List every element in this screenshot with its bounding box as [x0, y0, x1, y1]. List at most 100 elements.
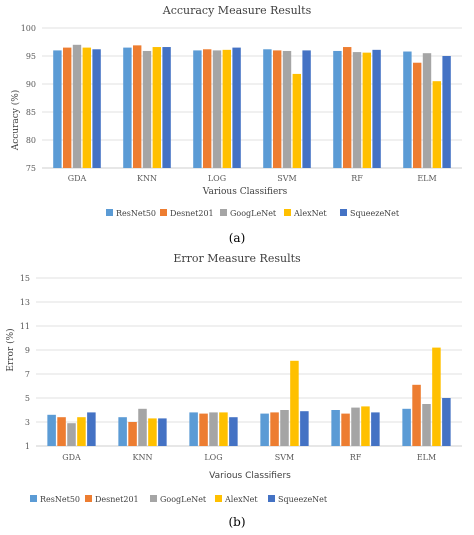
x-tick-label: ELM: [417, 174, 436, 183]
chart-a-yticks: 75 80 85 90 95 100: [21, 24, 36, 173]
bar-log-googlenet: [212, 50, 222, 168]
x-tick-label: SVM: [275, 453, 294, 462]
bar-knn-desnet201: [128, 422, 137, 446]
bar-rf-googlenet: [351, 407, 360, 446]
legend-swatch: [160, 209, 167, 216]
legend-label: Desnet201: [170, 209, 214, 218]
bar-gda-alexnet: [82, 47, 91, 168]
bar-knn-resnet50: [118, 417, 127, 446]
legend-label: GoogLeNet: [160, 495, 207, 504]
bar-log-alexnet: [219, 412, 228, 446]
y-tick-label: 85: [26, 108, 36, 117]
bar-gda-googlenet: [72, 44, 82, 168]
chart-b-grid: [36, 277, 462, 447]
legend-label: AlexNet: [293, 209, 327, 218]
accuracy-chart: Accuracy Measure Results Accuracy (%) Va…: [10, 4, 462, 245]
bar-gda-resnet50: [53, 50, 62, 168]
chart-a-xlabel: Various Classifiers: [202, 187, 288, 197]
bar-gda-resnet50: [47, 414, 56, 446]
x-tick-label: GDA: [62, 453, 81, 462]
bar-elm-alexnet: [432, 81, 441, 168]
bar-elm-squeezenet: [442, 56, 451, 168]
bar-svm-squeezenet: [302, 50, 311, 168]
x-tick-label: RF: [351, 174, 363, 183]
bar-log-alexnet: [222, 49, 231, 169]
y-tick-label: 13: [20, 298, 30, 307]
y-tick-label: 15: [20, 274, 30, 283]
bar-svm-resnet50: [263, 49, 272, 168]
legend-swatch: [85, 495, 92, 502]
chart-a-legend: ResNet50 Desnet201 GoogLeNet AlexNet Squeeze…: [106, 209, 400, 218]
legend-swatch: [150, 495, 157, 502]
chart-b-panel-label: (b): [228, 515, 245, 529]
bar-knn-googlenet: [138, 408, 147, 446]
bar-gda-desnet201: [63, 47, 72, 168]
x-tick-label: KNN: [133, 453, 153, 462]
chart-a-xticks: GDA KNN LOG SVM RF ELM: [68, 174, 437, 183]
y-tick-label: 11: [20, 322, 30, 331]
bar-knn-desnet201: [133, 45, 142, 168]
bar-elm-desnet201: [413, 62, 422, 168]
bar-elm-googlenet: [422, 53, 432, 169]
bar-log-squeezenet: [229, 417, 238, 446]
bar-rf-desnet201: [341, 413, 350, 446]
bar-svm-alexnet: [292, 73, 301, 168]
bar-knn-alexnet: [152, 47, 161, 168]
y-tick-label: 3: [25, 418, 30, 427]
bar-log-resnet50: [189, 412, 198, 446]
bar-log-desnet201: [203, 49, 212, 168]
bar-svm-squeezenet: [300, 411, 309, 446]
bar-elm-resnet50: [403, 51, 412, 168]
legend-swatch: [30, 495, 37, 502]
bar-gda-alexnet: [77, 417, 86, 446]
x-tick-label: RF: [350, 453, 362, 462]
y-tick-label: 9: [25, 346, 30, 355]
y-tick-label: 1: [25, 442, 30, 451]
y-tick-label: 95: [26, 52, 36, 61]
bar-svm-googlenet: [280, 410, 289, 446]
bar-rf-resnet50: [331, 410, 340, 446]
x-tick-label: GDA: [68, 174, 87, 183]
bar-knn-squeezenet: [158, 418, 167, 446]
chart-b-ylabel: Error (%): [5, 328, 16, 371]
bar-elm-resnet50: [402, 408, 411, 446]
legend-label: Desnet201: [95, 495, 139, 504]
x-tick-label: KNN: [137, 174, 157, 183]
bar-rf-desnet201: [343, 47, 352, 168]
bar-knn-googlenet: [142, 50, 152, 168]
bar-rf-squeezenet: [371, 412, 380, 446]
bar-log-squeezenet: [232, 47, 241, 168]
bar-elm-googlenet: [422, 404, 431, 446]
bar-knn-resnet50: [123, 47, 132, 168]
bar-gda-squeezenet: [92, 49, 101, 168]
legend-swatch: [340, 209, 347, 216]
chart-a-bars: [53, 44, 451, 169]
bar-elm-squeezenet: [442, 398, 451, 446]
bar-svm-desnet201: [270, 412, 279, 446]
legend-label: SqueezeNet: [350, 209, 400, 218]
y-tick-label: 100: [21, 24, 36, 33]
legend-label: AlexNet: [224, 495, 258, 504]
legend-label: ResNet50: [40, 495, 80, 504]
y-tick-label: 75: [26, 164, 36, 173]
bar-gda-squeezenet: [87, 412, 96, 446]
x-tick-label: LOG: [208, 174, 226, 183]
bar-elm-alexnet: [432, 347, 441, 446]
legend-swatch: [220, 209, 227, 216]
chart-a-ylabel: Accuracy (%): [10, 90, 21, 152]
bar-elm-desnet201: [412, 384, 421, 446]
chart-a-panel-label: (a): [229, 231, 246, 245]
legend-swatch: [215, 495, 222, 502]
x-tick-label: SVM: [277, 174, 296, 183]
bar-svm-desnet201: [273, 50, 282, 168]
bar-rf-alexnet: [362, 52, 371, 168]
legend-swatch: [106, 209, 113, 216]
bar-rf-squeezenet: [372, 49, 381, 169]
y-tick-label: 5: [25, 394, 30, 403]
bar-log-resnet50: [193, 50, 202, 168]
chart-b-xlabel: Various Classifiers: [209, 471, 291, 481]
bar-gda-desnet201: [57, 417, 66, 446]
chart-b-title: Error Measure Results: [173, 252, 301, 265]
y-tick-label: 80: [26, 136, 36, 145]
